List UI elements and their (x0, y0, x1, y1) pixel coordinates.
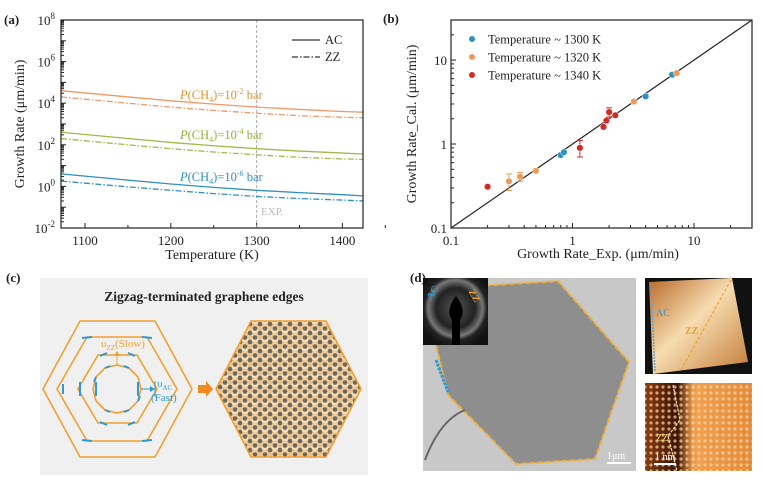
y-tick-label: 102 (38, 136, 56, 153)
legend-label: Temperature ~ 1320 K (488, 51, 601, 65)
data-point-2 (516, 172, 524, 181)
fast-arrow-head-icon (150, 386, 155, 392)
y-tick-label: 10-2 (35, 219, 56, 236)
panel-b-calc-vs-exp-scatter: (b) 0.1 1 10 0.1 1 10 Growth Rate_Exp. (μm/mi… (383, 11, 753, 262)
legend-zz-label: ZZ (325, 50, 340, 64)
beam-stopper (449, 296, 463, 345)
legend-ac-label: AC (325, 33, 342, 47)
series-line-zz-0.000001 (60, 180, 364, 202)
pressure-annotation: P(CH4)=10-6 bar (179, 169, 263, 186)
data-point-2 (673, 69, 681, 77)
panel-a-label: (a) (4, 12, 19, 27)
stm-ac-label: AC (656, 308, 670, 319)
data-point-3 (576, 144, 584, 152)
pressure-annotation: P(CH4)=10-4 bar (179, 127, 263, 144)
series-line-ac-0.000001 (60, 173, 364, 197)
x-tick-label: 1200 (158, 233, 184, 248)
atomistic-graphene-flake (215, 320, 362, 458)
data-point-3 (484, 183, 492, 191)
stm-zz-label: ZZ (685, 326, 699, 337)
data-point-3 (611, 111, 619, 119)
inner-hexagon (77, 354, 158, 424)
legend-marker (469, 54, 475, 60)
y-tick-label: 106 (38, 53, 56, 70)
panel-c-zigzag-diagram: (c) Zigzag-terminated graphene edges υZZ… (6, 270, 368, 475)
transform-arrow-icon (198, 381, 213, 397)
data-point-1 (560, 148, 568, 156)
data-point-2 (630, 98, 638, 106)
stm-scale-label: 1 nm (655, 452, 676, 463)
x-tick-label: 1300 (244, 233, 270, 248)
stm-surface (649, 278, 748, 374)
legend-label: Temperature ~ 1300 K (488, 33, 601, 47)
panel-a-x-axis-label: Temperature (K) (165, 248, 259, 263)
y-tick-label: 1 (441, 137, 448, 152)
exp-line-label: EXP. (261, 206, 284, 218)
legend-marker (469, 72, 475, 78)
panel-b-plot-frame (450, 19, 753, 229)
outer-hexagon (42, 320, 193, 458)
slow-arrow-head-icon (114, 351, 120, 356)
tem-scale-label: 1μm (607, 451, 625, 462)
panel-a-y-axis-label: Growth Rate (μm/min) (13, 59, 28, 188)
panel-b-y-axis-label: Growth Rate_Cal. (μm/min) (405, 44, 420, 203)
data-point-2 (505, 177, 513, 185)
y-tick-label: 104 (38, 94, 56, 111)
fast-label-text: (Fast) (151, 392, 177, 404)
panel-c-title: Zigzag-terminated graphene edges (104, 289, 303, 304)
fast-velocity-label: υAC (157, 378, 173, 392)
x-tick-label: 0.1 (443, 233, 459, 248)
slow-velocity-label: υZZ(Slow) (101, 338, 145, 352)
data-point-3 (602, 117, 610, 125)
x-tick-label: 1400 (329, 233, 355, 248)
panel-b-label: (b) (383, 11, 399, 26)
y-tick-label: 100 (38, 177, 56, 194)
series-line-ac-0.0001 (60, 131, 364, 155)
panel-c-label: (c) (6, 270, 20, 285)
legend-label: Temperature ~ 1340 K (488, 69, 601, 83)
stm2-zz-label: ZZ (656, 433, 668, 444)
data-point-1 (642, 92, 650, 100)
series-line-ac-0.01 (60, 90, 364, 113)
pressure-annotation: P(CH4)=10-2 bar (179, 87, 263, 104)
data-point-2 (532, 167, 540, 175)
data-point-3 (605, 108, 613, 116)
legend-marker (469, 36, 475, 42)
y-tick-label: 10 (434, 53, 447, 68)
panel-d-label: (d) (410, 270, 426, 285)
series-line-zz-0.01 (60, 96, 364, 119)
x-tick-label: 1100 (72, 233, 98, 248)
panel-a-plot-frame (60, 19, 364, 229)
data-point-3 (599, 123, 608, 131)
ac-edge-marker (434, 359, 450, 393)
x-tick-label: 10 (688, 233, 701, 248)
y-tick-label: 108 (38, 11, 56, 28)
panel-b-x-axis-label: Growth Rate_Exp. (μm/min) (517, 247, 679, 262)
panel-d-microscopy: (d) AC ZZ 1μm AC ZZ ZZ 1 nm (410, 270, 752, 472)
y-tick-label: 0.1 (431, 221, 447, 236)
series-line-zz-0.0001 (60, 137, 364, 160)
x-tick-label: 1 (569, 233, 576, 248)
panel-a-legend: AC ZZ (292, 33, 342, 64)
armchair-edge-segments (62, 336, 153, 442)
